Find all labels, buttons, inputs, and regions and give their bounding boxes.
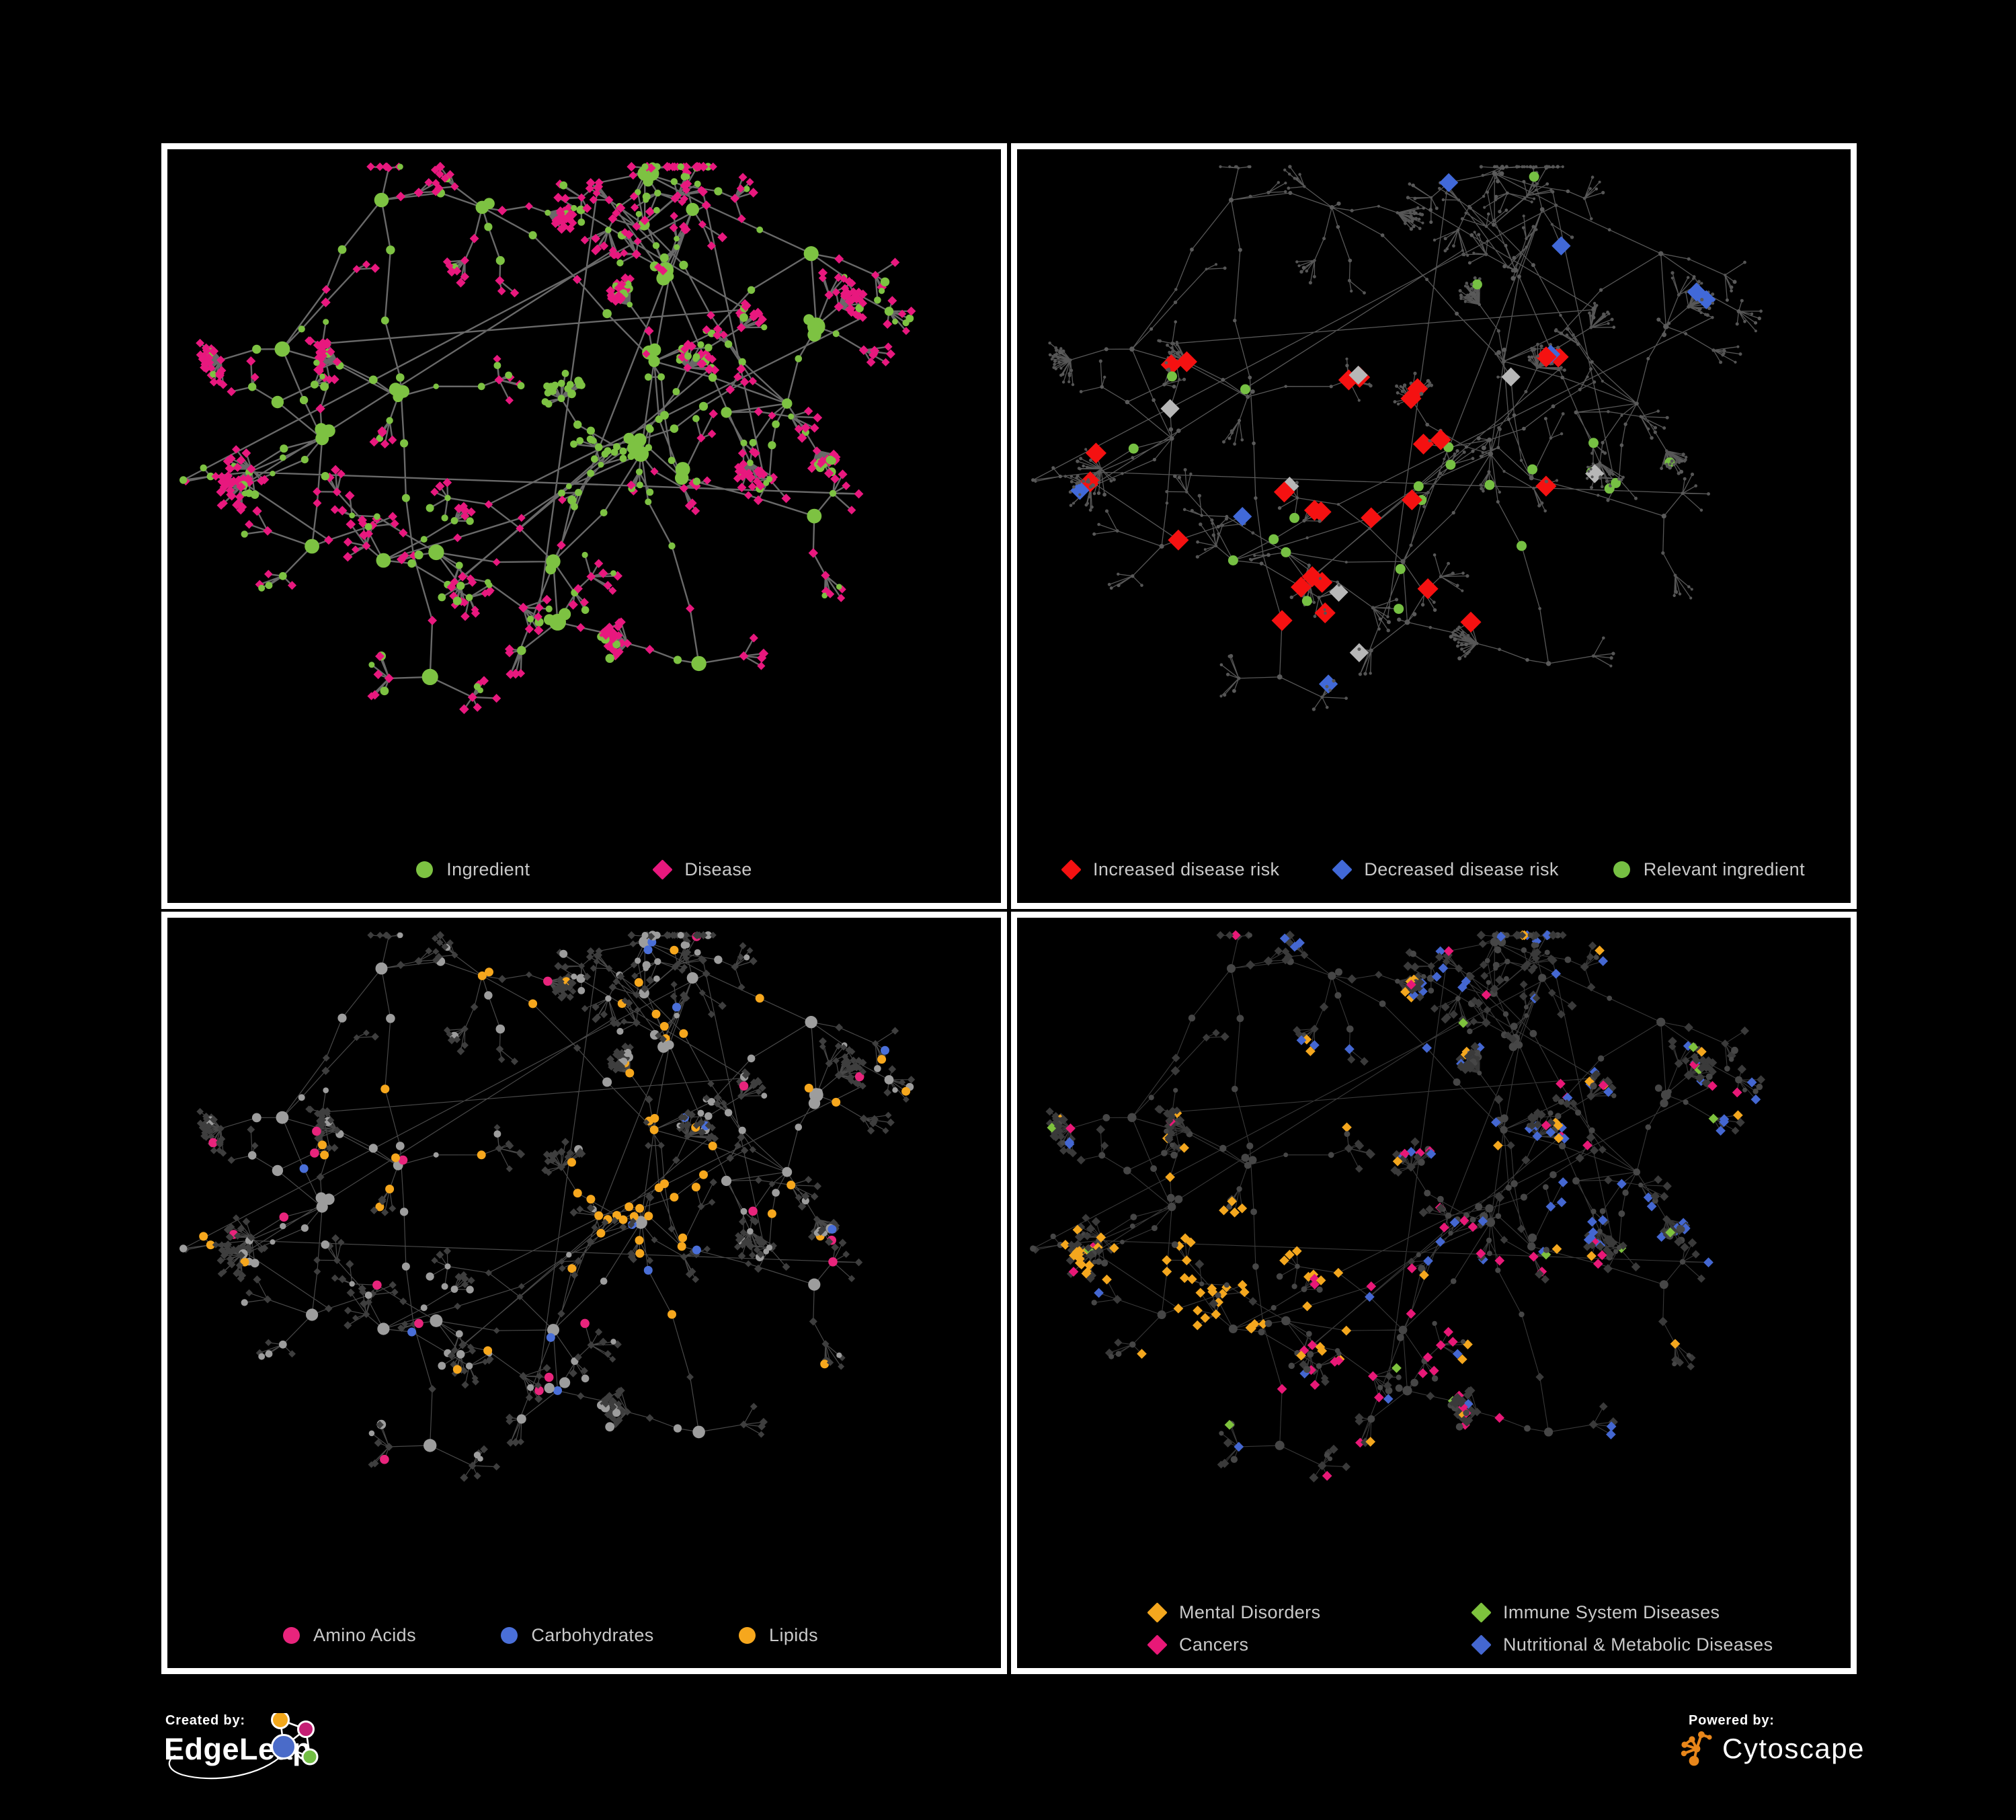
legend-marker-diamond — [1471, 1602, 1492, 1623]
legend-marker-circle — [416, 861, 434, 878]
legend-item: Ingredient — [416, 859, 530, 880]
legend-label: Lipids — [769, 1625, 818, 1645]
legend-item: Decreased disease risk — [1332, 859, 1559, 880]
legend-item: Carbohydrates — [501, 1625, 653, 1646]
legend-marker-circle — [501, 1627, 518, 1644]
legend-item: Immune System Diseases — [1471, 1602, 1773, 1623]
legend-marker-circle — [739, 1627, 756, 1644]
legend-disease-risk: Increased disease risk Decreased disease … — [1017, 859, 1851, 880]
network-graph-disease-categories — [1030, 930, 1766, 1482]
edgeleap-node-orange — [271, 1713, 290, 1729]
legend-label: Increased disease risk — [1093, 859, 1280, 879]
legend-label: Relevant ingredient — [1643, 859, 1805, 879]
panel-disease-categories: Mental Disorders Immune System Diseases Ca… — [1011, 912, 1857, 1674]
legend-marker-diamond — [1147, 1602, 1168, 1623]
legend-marker-diamond — [1061, 859, 1082, 880]
cytoscape-logo-icon — [1681, 1731, 1712, 1766]
edgeleap-node-blue — [271, 1734, 296, 1759]
created-by-label: Created by: — [165, 1713, 245, 1728]
panel-disease-risk: Increased disease risk Decreased disease … — [1011, 143, 1857, 909]
legend-item: Amino Acids — [283, 1625, 416, 1646]
legend-item: Disease — [652, 859, 752, 880]
legend-marker-circle — [283, 1627, 300, 1644]
legend-label: Disease — [684, 859, 752, 879]
legend-nutrient-classes: Amino Acids Carbohydrates Lipids — [167, 1625, 1001, 1646]
legend-label: Nutritional & Metabolic Diseases — [1503, 1634, 1773, 1655]
legend-marker-diamond — [1471, 1634, 1492, 1655]
legend-label: Carbohydrates — [531, 1625, 654, 1645]
legend-item: Lipids — [739, 1625, 818, 1646]
legend-label: Ingredient — [446, 859, 530, 879]
edgeleap-attribution: Created by: EdgeLeap — [159, 1713, 414, 1817]
legend-item: Mental Disorders — [1147, 1602, 1473, 1623]
legend-marker-diamond — [1147, 1634, 1168, 1655]
legend-item: Increased disease risk — [1061, 859, 1280, 880]
legend-ingredient-disease: Ingredient Disease — [167, 859, 1001, 880]
legend-item: Nutritional & Metabolic Diseases — [1471, 1634, 1773, 1655]
legend-label: Decreased disease risk — [1364, 859, 1559, 879]
legend-label: Amino Acids — [313, 1625, 416, 1645]
cytoscape-wordmark: Cytoscape — [1722, 1733, 1865, 1764]
legend-item: Cancers — [1147, 1634, 1473, 1655]
panel-ingredient-disease: Ingredient Disease — [161, 143, 1007, 909]
legend-label: Mental Disorders — [1179, 1602, 1321, 1622]
legend-item: Relevant ingredient — [1613, 859, 1805, 880]
powered-by-label: Powered by: — [1689, 1713, 1775, 1728]
legend-label: Cancers — [1179, 1634, 1249, 1655]
network-graph-ingredient-disease — [179, 161, 916, 715]
network-graph-disease-risk — [1031, 165, 1763, 711]
network-graph-nutrient-classes — [179, 931, 916, 1482]
edgeleap-node-magenta — [297, 1720, 315, 1738]
legend-marker-circle — [1613, 861, 1630, 878]
legend-disease-categories: Mental Disorders Immune System Diseases Ca… — [1017, 1602, 1851, 1655]
cytoscape-attribution: Powered by: Cytoscape — [1679, 1713, 2002, 1801]
edgeleap-logo-icon — [168, 1713, 319, 1780]
legend-label: Immune System Diseases — [1503, 1602, 1720, 1622]
edgeleap-node-green — [301, 1748, 319, 1766]
legend-marker-diamond — [652, 859, 674, 880]
panel-nutrient-classes: Amino Acids Carbohydrates Lipids — [161, 912, 1007, 1674]
legend-marker-diamond — [1332, 859, 1353, 880]
